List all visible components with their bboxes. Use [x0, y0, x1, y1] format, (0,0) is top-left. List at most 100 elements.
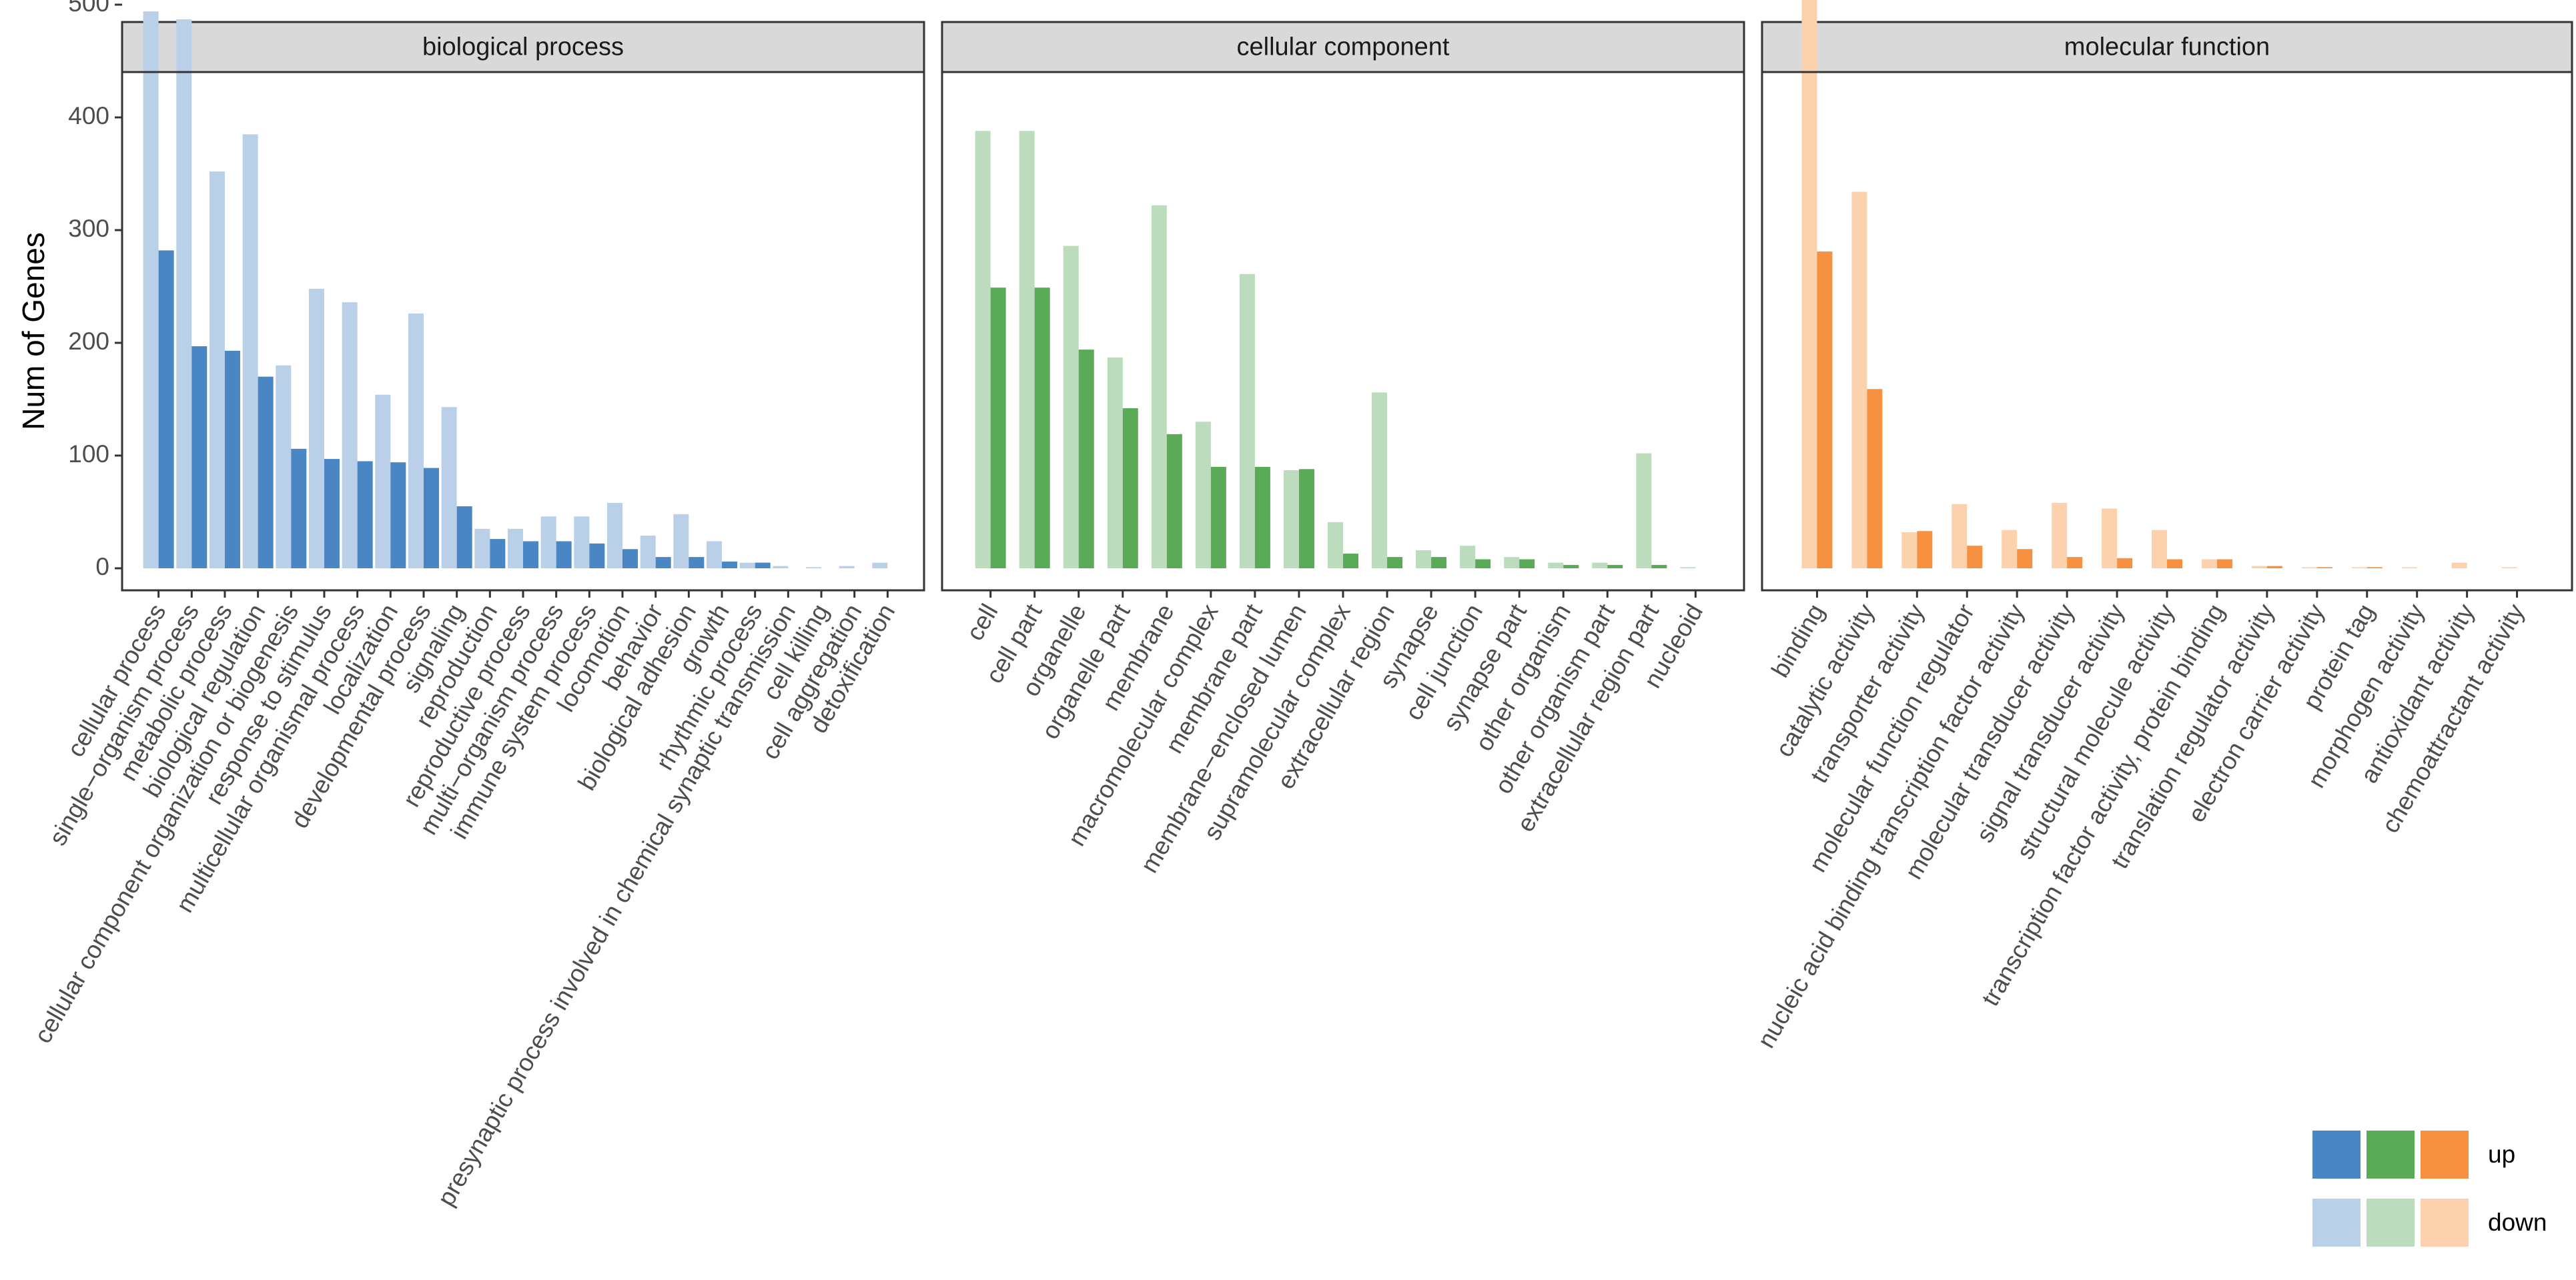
facet-strip [1761, 21, 2573, 73]
bar-up [1254, 466, 1270, 568]
bar-down [1372, 392, 1388, 568]
legend-key-down [2312, 1199, 2360, 1247]
bar-up [390, 462, 406, 568]
panel-frame [121, 71, 925, 592]
bar-down [1504, 557, 1520, 568]
bar-up [1034, 287, 1050, 568]
bar-down [1901, 532, 1917, 568]
y-tick-label: 400 [68, 102, 109, 129]
bar-down [474, 528, 490, 568]
bar-down [2501, 567, 2517, 568]
bar-down [640, 535, 656, 568]
bar-down [1460, 546, 1476, 568]
bar-up [622, 549, 638, 568]
bar-down [1416, 550, 1432, 568]
legend-key-up [2312, 1131, 2360, 1179]
bar-down [441, 407, 457, 568]
bar-up [655, 557, 671, 568]
bar-up [689, 557, 705, 568]
bar-down [540, 516, 556, 568]
bar-down [2102, 508, 2118, 568]
facet-title: molecular function [2064, 33, 2270, 61]
bar-down [2401, 567, 2417, 568]
bar-down [1328, 522, 1343, 568]
bar-down [375, 394, 391, 568]
bar-down [1063, 245, 1079, 568]
bar-up [490, 539, 506, 568]
bar-up [755, 562, 771, 568]
facet-title: biological process [422, 33, 624, 61]
bar-up [2266, 566, 2282, 568]
bar-down [1548, 562, 1564, 568]
bar-down [1851, 191, 1867, 568]
bar-up [990, 287, 1006, 568]
bar-up [357, 461, 373, 568]
bar-up [1607, 564, 1623, 568]
bar-up [224, 350, 240, 568]
bar-down [2451, 562, 2467, 568]
bar-down [342, 302, 358, 568]
legend-label: down [2488, 1209, 2547, 1236]
bar-up [2216, 559, 2232, 568]
bar-down [2152, 530, 2167, 568]
bar-down [2301, 567, 2317, 568]
bar-down [1195, 422, 1211, 568]
legend-key-down [2421, 1199, 2469, 1247]
bar-down [806, 567, 822, 568]
bar-down [707, 541, 723, 568]
bar-up [2117, 558, 2133, 568]
bar-down [2052, 502, 2068, 568]
bar-down [1592, 562, 1608, 568]
panel-frame [1761, 71, 2573, 592]
bar-up [324, 459, 340, 568]
bar-up [589, 543, 605, 568]
legend-key-down [2367, 1199, 2415, 1247]
bar-down [1680, 567, 1696, 568]
bar-up [1867, 389, 1883, 568]
bar-up [1343, 554, 1358, 568]
bar-up [1166, 434, 1182, 568]
bar-down [242, 134, 258, 569]
bar-up [258, 376, 274, 568]
bar-up [1519, 559, 1535, 568]
bar-up [191, 346, 207, 568]
bar-up [722, 561, 738, 568]
bar-up [1298, 469, 1314, 568]
bar-up [1967, 546, 1983, 568]
bar-up [1122, 408, 1138, 568]
bar-up [158, 250, 174, 568]
panel-frame [941, 71, 1745, 592]
bar-down [773, 566, 789, 568]
bar-up [1475, 559, 1491, 568]
bar-up [1210, 466, 1226, 568]
legend-key-up [2421, 1131, 2469, 1179]
bar-down [1239, 273, 1255, 568]
bar-down [209, 171, 225, 568]
bar-up [2167, 559, 2182, 568]
bar-down [408, 313, 424, 568]
bar-up [456, 506, 472, 568]
bar-down [1283, 470, 1299, 568]
bar-up [2367, 567, 2383, 568]
bar-down [574, 516, 590, 568]
bar-down [975, 131, 991, 568]
bar-up [1387, 557, 1403, 568]
bar-up [1431, 557, 1447, 568]
bar-down [1952, 504, 1968, 568]
bar-up [1651, 564, 1667, 568]
bar-down [176, 19, 192, 569]
facet-strip [941, 21, 1745, 73]
bar-down [1019, 131, 1035, 568]
bar-down [2251, 566, 2267, 568]
bar-down [739, 562, 755, 568]
bar-up [1563, 564, 1579, 568]
bar-up [423, 468, 439, 568]
bar-down [1636, 453, 1652, 568]
y-tick-label: 500 [68, 0, 109, 17]
bar-up [2017, 549, 2033, 568]
y-axis-title: Num of Genes [16, 232, 51, 430]
bar-down [839, 566, 855, 568]
y-tick-label: 200 [68, 328, 109, 355]
bar-down [276, 365, 292, 568]
